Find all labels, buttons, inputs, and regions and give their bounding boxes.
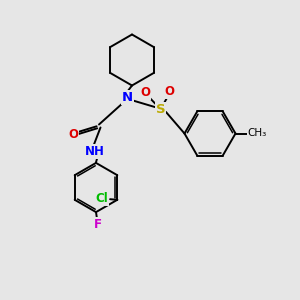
Text: S: S [156, 103, 165, 116]
Text: O: O [68, 128, 79, 142]
Text: Cl: Cl [95, 192, 108, 205]
Text: NH: NH [85, 145, 104, 158]
Text: O: O [164, 85, 175, 98]
Text: F: F [94, 218, 101, 231]
Text: O: O [140, 86, 151, 100]
Text: CH₃: CH₃ [248, 128, 267, 139]
Text: N: N [122, 91, 133, 104]
